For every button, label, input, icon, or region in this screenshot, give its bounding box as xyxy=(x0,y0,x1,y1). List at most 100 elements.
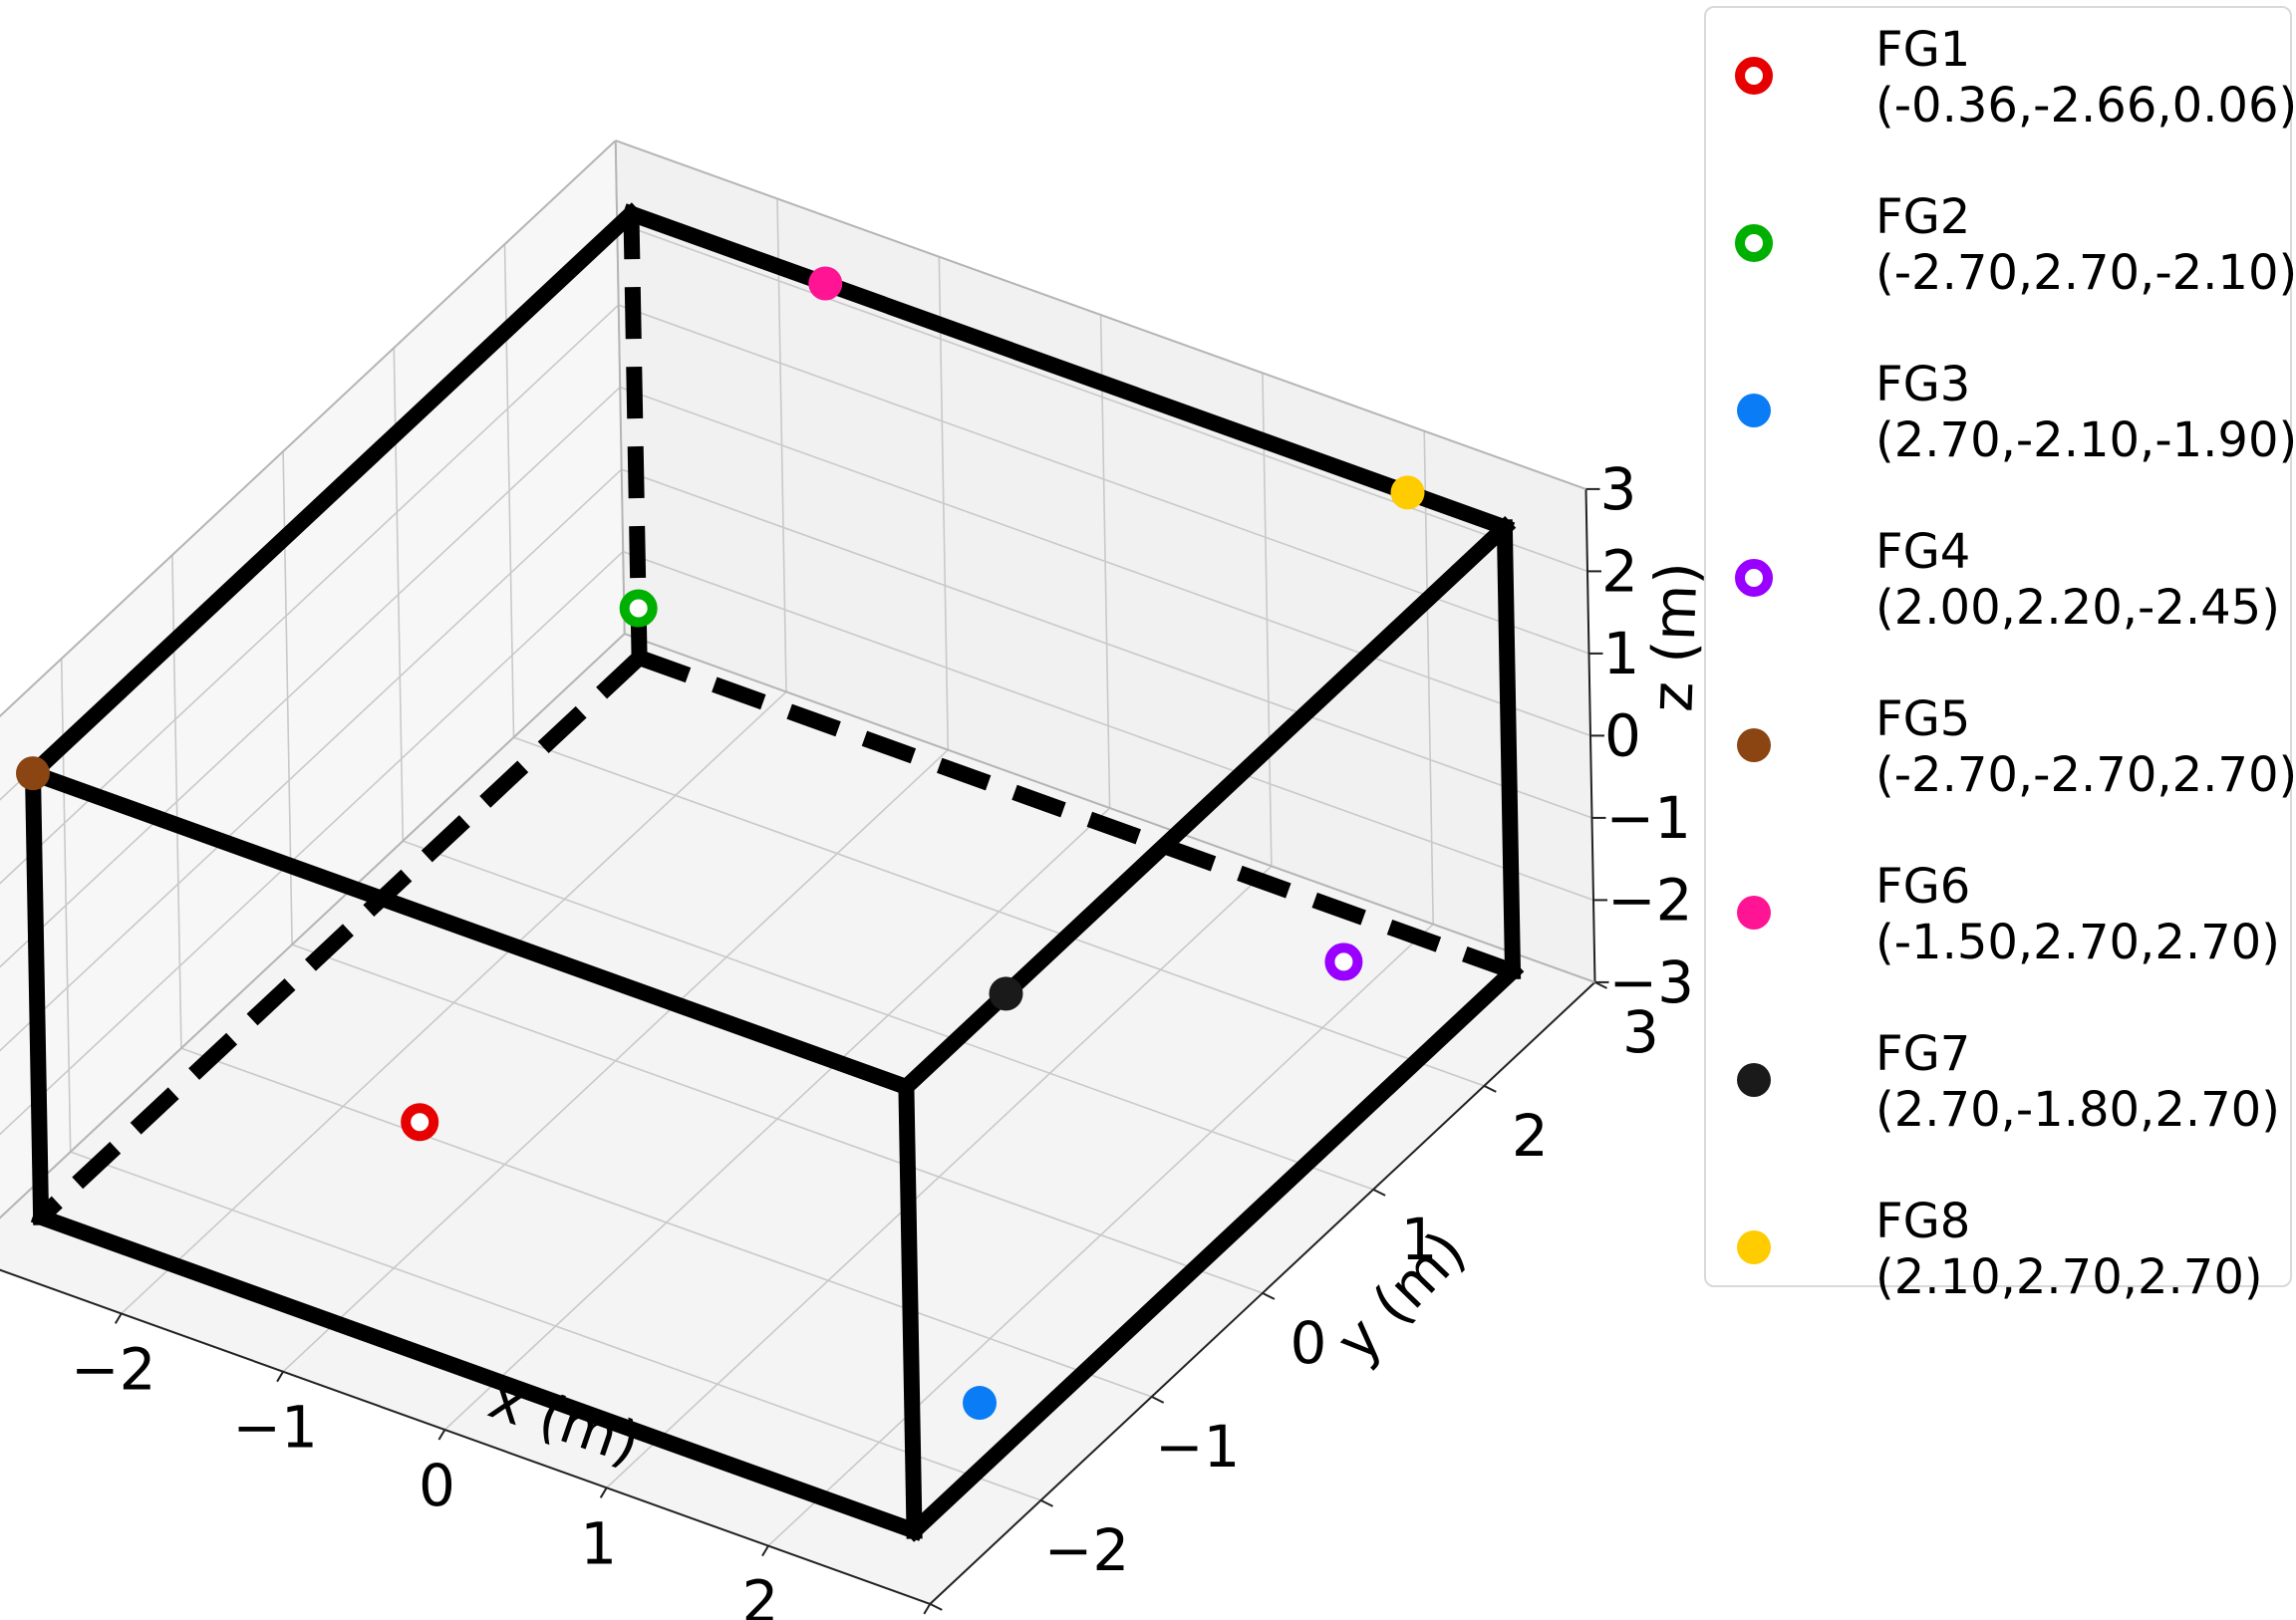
legend-label: FG5 (-2.70,-2.70,2.70) xyxy=(1875,691,2296,803)
legend-series-coords: (-1.50,2.70,2.70) xyxy=(1875,915,2280,970)
z-tick-label: 3 xyxy=(1600,455,1637,523)
y-tick-label: 1 xyxy=(1401,1206,1438,1273)
box-edge xyxy=(22,762,917,1098)
box-edge xyxy=(24,764,50,1225)
legend-series-name: FG6 xyxy=(1875,859,1971,915)
pane-edge xyxy=(0,633,626,1219)
legend-item-fg6: FG6 (-1.50,2.70,2.70) xyxy=(1706,859,2290,1008)
legend-item-fg1: FG1 (-0.36,-2.66,0.06) xyxy=(1706,22,2296,171)
y-tick-mark xyxy=(929,1603,943,1611)
y-tick-mark xyxy=(1372,1189,1386,1197)
point-fg5 xyxy=(16,756,50,791)
pane-x xyxy=(0,140,625,1218)
x-tick-mark xyxy=(276,1371,284,1383)
legend-series-coords: (2.70,-2.10,-1.90) xyxy=(1875,412,2296,468)
point-fg2 xyxy=(619,589,658,628)
box-edge xyxy=(621,203,1516,538)
legend-label: FG3 (2.70,-2.10,-1.90) xyxy=(1875,357,2296,468)
grid-line xyxy=(616,221,1588,573)
legend-marker-ring xyxy=(1735,224,1773,262)
legend-item-fg2: FG2 (-2.70,2.70,-2.10) xyxy=(1706,189,2296,339)
box-edge xyxy=(903,959,1525,1542)
x-tick-mark xyxy=(761,1545,769,1557)
y-tick-label: 0 xyxy=(1290,1309,1326,1377)
legend-marker-dot xyxy=(1737,1230,1771,1264)
legend-series-name: FG8 xyxy=(1875,1194,1971,1249)
legend-marker-dot xyxy=(1737,394,1771,427)
legend-marker-dot xyxy=(1737,896,1771,930)
legend-series-name: FG3 xyxy=(1875,357,1971,412)
legend-series-name: FG5 xyxy=(1875,691,1971,747)
x-tick-mark xyxy=(114,1312,123,1324)
x-tick-mark xyxy=(599,1486,608,1498)
legend-label: FG8 (2.10,2.70,2.70) xyxy=(1875,1194,2263,1305)
x-tick-mark xyxy=(923,1603,932,1615)
z-tick-label: 2 xyxy=(1601,537,1638,605)
point-fg4 xyxy=(1324,943,1363,981)
legend-item-fg3: FG3 (2.70,-2.10,-1.90) xyxy=(1706,357,2296,506)
legend-marker xyxy=(1735,559,1773,597)
legend-label: FG1 (-0.36,-2.66,0.06) xyxy=(1875,22,2296,134)
x-tick-label: 1 xyxy=(580,1509,617,1577)
z-tick-label: −1 xyxy=(1606,784,1692,852)
x-tick-label: −2 xyxy=(71,1335,156,1403)
legend-marker xyxy=(1737,896,1771,930)
z-axis-label: z (m) xyxy=(1637,561,1710,713)
box-edge xyxy=(21,202,643,785)
z-tick-label: −3 xyxy=(1609,948,1695,1016)
legend-label: FG4 (2.00,2.20,-2.45) xyxy=(1875,524,2280,636)
legend-series-coords: (2.10,2.70,2.70) xyxy=(1875,1249,2263,1305)
legend-marker xyxy=(1737,1230,1771,1264)
pane-edge xyxy=(615,139,1586,490)
data-points xyxy=(16,266,1425,1421)
legend-series-name: FG7 xyxy=(1875,1026,1971,1082)
point-fg6 xyxy=(808,266,843,301)
legend-series-coords: (-2.70,2.70,-2.10) xyxy=(1875,245,2296,301)
point-fg8 xyxy=(1390,475,1425,510)
y-tick-mark xyxy=(1483,1085,1497,1093)
legend-marker-dot xyxy=(1737,1063,1771,1097)
x-tick-mark xyxy=(437,1429,446,1441)
pane-edge xyxy=(624,633,1595,983)
legend: FG1 (-0.36,-2.66,0.06) FG2 (-2.70,2.70,-2.1… xyxy=(1704,6,2296,1305)
legend-marker xyxy=(1737,394,1771,427)
legend-item-fg4: FG4 (2.00,2.20,-2.45) xyxy=(1706,524,2290,674)
z-tick-label: −2 xyxy=(1607,866,1693,934)
z-tick-label: 0 xyxy=(1604,701,1641,769)
legend-label: FG2 (-2.70,2.70,-2.10) xyxy=(1875,189,2296,301)
legend-marker-ring xyxy=(1735,559,1773,597)
legend-item-fg7: FG7 (2.70,-1.80,2.70) xyxy=(1706,1026,2290,1176)
grid-line xyxy=(513,736,1485,1087)
legend-series-coords: (2.70,-1.80,2.70) xyxy=(1875,1082,2280,1138)
box-edge xyxy=(1496,519,1522,980)
point-fg1 xyxy=(401,1103,439,1142)
axis-panes xyxy=(0,140,1595,1604)
x-tick-label: 2 xyxy=(742,1568,779,1620)
box-edge-hidden xyxy=(623,213,648,659)
box-edge xyxy=(898,1078,923,1539)
legend-series-name: FG4 xyxy=(1875,524,1971,580)
legend-label: FG6 (-1.50,2.70,2.70) xyxy=(1875,859,2280,970)
legend-series-name: FG2 xyxy=(1875,189,1971,245)
x-tick-label: 0 xyxy=(419,1452,455,1519)
y-tick-label: −1 xyxy=(1155,1413,1241,1481)
legend-item-fg8: FG8 (2.10,2.70,2.70) xyxy=(1706,1194,2290,1343)
legend-marker xyxy=(1735,224,1773,262)
y-tick-label: 3 xyxy=(1622,998,1659,1066)
y-tick-label: −2 xyxy=(1044,1516,1130,1584)
box-edge xyxy=(30,1207,925,1541)
x-tick-label: −1 xyxy=(232,1394,318,1462)
point-fg3 xyxy=(963,1386,998,1421)
z-tick-label: 1 xyxy=(1603,620,1640,687)
y-tick-mark xyxy=(1040,1499,1053,1507)
y-tick-mark xyxy=(1262,1292,1276,1300)
legend-series-name: FG1 xyxy=(1875,22,1971,78)
legend-item-fg5: FG5 (-2.70,-2.70,2.70) xyxy=(1706,691,2296,841)
legend-marker xyxy=(1735,57,1773,95)
legend-marker-ring xyxy=(1735,57,1773,95)
y-tick-mark xyxy=(1151,1396,1165,1404)
point-fg7 xyxy=(989,976,1023,1011)
box-edge-hidden xyxy=(35,652,646,1223)
